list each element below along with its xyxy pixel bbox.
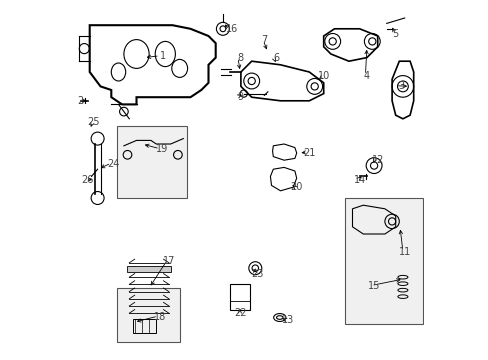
Text: 18: 18 <box>153 312 166 322</box>
Text: 9: 9 <box>237 92 244 102</box>
Bar <box>117 126 186 198</box>
Text: 13: 13 <box>281 315 293 325</box>
Text: 8: 8 <box>237 53 244 63</box>
Text: 19: 19 <box>155 144 167 154</box>
Bar <box>230 284 249 310</box>
Text: 4: 4 <box>363 71 369 81</box>
Bar <box>127 266 170 272</box>
Text: 17: 17 <box>163 256 175 266</box>
Text: 14: 14 <box>353 175 365 185</box>
Bar <box>133 319 156 333</box>
Text: 5: 5 <box>392 29 398 39</box>
Text: 16: 16 <box>225 24 238 34</box>
Text: 6: 6 <box>273 53 280 63</box>
Text: 12: 12 <box>371 155 383 165</box>
Text: 20: 20 <box>290 182 302 192</box>
Text: 26: 26 <box>81 175 94 185</box>
Text: 1: 1 <box>160 51 166 61</box>
Text: 22: 22 <box>234 308 246 318</box>
Bar <box>117 288 179 342</box>
Text: 2: 2 <box>78 96 83 106</box>
Text: 7: 7 <box>261 35 267 45</box>
Text: 10: 10 <box>317 71 329 81</box>
Text: 23: 23 <box>250 269 263 279</box>
Text: 15: 15 <box>367 281 380 291</box>
Text: 25: 25 <box>87 117 100 127</box>
Text: 24: 24 <box>107 159 119 169</box>
Text: 11: 11 <box>398 247 410 257</box>
Bar <box>345 198 422 324</box>
Text: 21: 21 <box>303 148 315 158</box>
Text: 3: 3 <box>397 81 404 91</box>
